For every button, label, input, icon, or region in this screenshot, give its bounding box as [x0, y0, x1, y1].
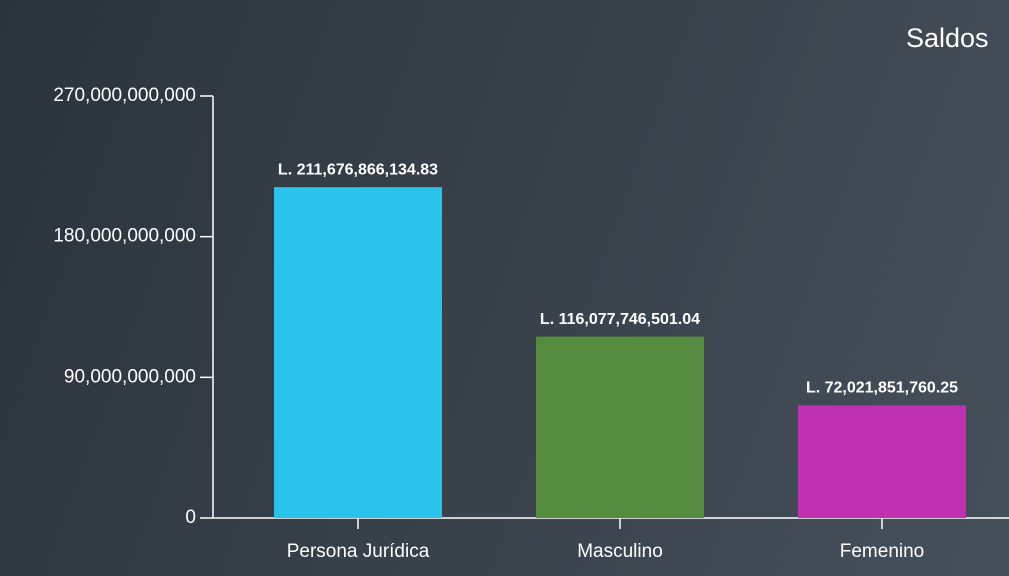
x-tick-label: Masculino	[577, 541, 663, 562]
y-tick-label: 0	[185, 507, 196, 528]
x-tick-label: Persona Jurídica	[287, 541, 430, 562]
y-tick-label: 270,000,000,000	[53, 85, 196, 106]
chart-title: Saldos	[906, 23, 989, 53]
bar	[274, 187, 442, 518]
y-tick-label: 180,000,000,000	[53, 226, 196, 247]
x-tick-label: Femenino	[840, 541, 925, 562]
value-label: L. 72,021,851,760.25	[806, 380, 958, 397]
value-label: L. 116,077,746,501.04	[540, 311, 700, 328]
y-tick-label: 90,000,000,000	[64, 366, 196, 387]
bar	[798, 405, 966, 518]
value-label: L. 211,676,866,134.83	[278, 161, 438, 178]
bar	[536, 336, 704, 518]
